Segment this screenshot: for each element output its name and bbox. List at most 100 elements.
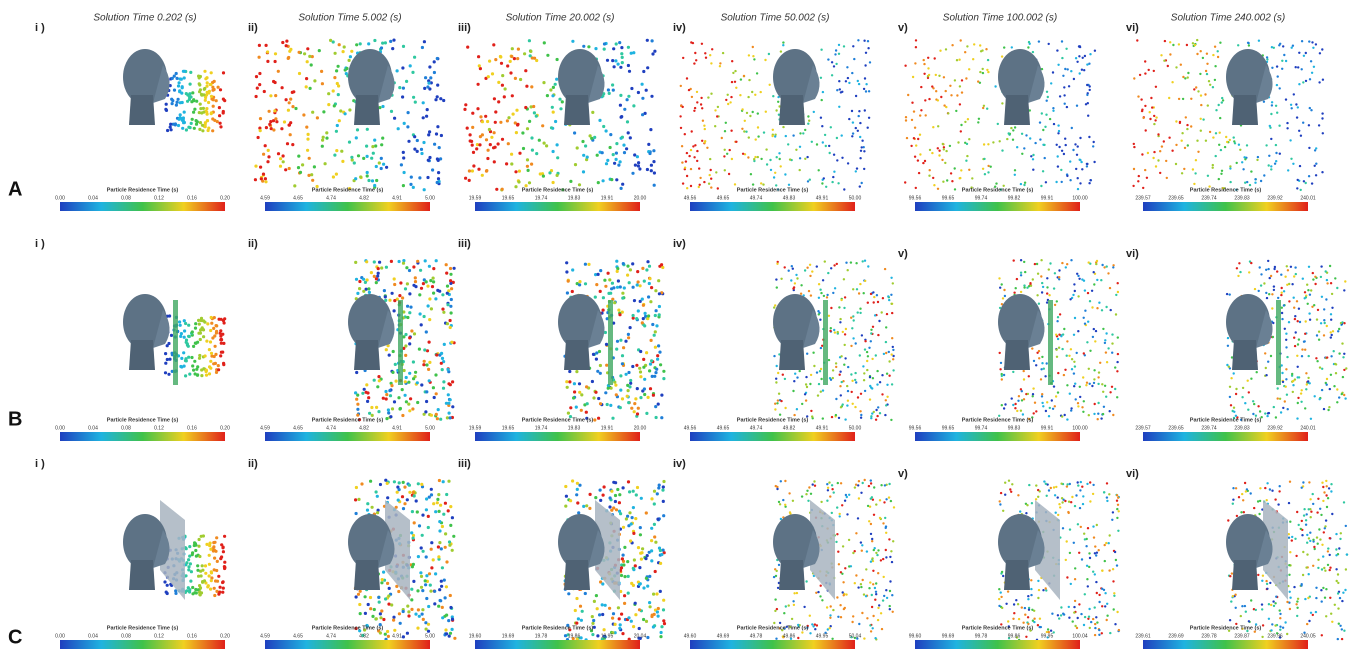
particle <box>197 545 200 548</box>
particle <box>198 593 201 596</box>
particle <box>878 604 880 606</box>
particle <box>635 317 638 320</box>
particle <box>861 550 863 552</box>
particle <box>979 44 981 46</box>
particle <box>1302 81 1304 83</box>
particle <box>940 96 942 98</box>
particle <box>419 312 422 315</box>
particle <box>187 568 190 571</box>
panel: i )Particle Residence Time (s)0.000.040.… <box>35 22 230 211</box>
particle <box>558 98 561 101</box>
particle <box>1091 290 1093 292</box>
particle <box>429 590 432 593</box>
particle <box>449 606 452 609</box>
particle <box>356 128 359 131</box>
particle <box>772 95 774 97</box>
particle <box>626 274 629 277</box>
figure: Solution Time 0.202 (s)Solution Time 5.0… <box>0 0 1364 663</box>
particle <box>799 370 801 372</box>
particle <box>646 168 649 171</box>
particle <box>1277 75 1279 77</box>
panel: ii)Particle Residence Time (s)4.594.654.… <box>248 458 457 649</box>
particle <box>1076 105 1078 107</box>
particle <box>214 353 217 356</box>
particle <box>527 169 530 172</box>
particle <box>478 64 481 67</box>
particle <box>1029 282 1031 284</box>
particle <box>885 532 887 534</box>
particle <box>404 344 407 347</box>
particle <box>306 149 309 152</box>
particle <box>1238 144 1240 146</box>
particle <box>830 267 832 269</box>
particle <box>217 593 220 596</box>
particle <box>811 270 813 272</box>
particle <box>213 541 216 544</box>
particle <box>1079 386 1081 388</box>
particle <box>446 322 449 325</box>
particle <box>1280 411 1282 413</box>
particle <box>1310 289 1312 291</box>
particle <box>827 489 829 491</box>
particle <box>847 162 849 164</box>
particle <box>945 48 947 50</box>
particle <box>423 188 426 191</box>
particle <box>612 89 615 92</box>
particle <box>1109 632 1111 634</box>
particle <box>949 85 951 87</box>
neck <box>1004 95 1030 125</box>
particle <box>611 417 614 420</box>
particle <box>430 566 433 569</box>
particle <box>1032 387 1034 389</box>
particle <box>603 42 606 45</box>
particle <box>592 396 595 399</box>
particle <box>444 596 447 599</box>
particle <box>530 136 533 139</box>
particle <box>888 496 890 498</box>
colorbar-title: Particle Residence Time (s) <box>737 187 809 193</box>
particle <box>1149 118 1151 120</box>
particle <box>1285 386 1287 388</box>
particle <box>356 403 359 406</box>
particle <box>428 572 431 575</box>
particle <box>1298 308 1300 310</box>
particle <box>386 496 389 499</box>
particle <box>1042 405 1044 407</box>
particle <box>871 606 873 608</box>
particle <box>649 605 652 608</box>
particle <box>1070 407 1072 409</box>
particle <box>510 55 513 58</box>
particle <box>426 285 429 288</box>
particle <box>1297 402 1299 404</box>
particle <box>695 59 697 61</box>
particle <box>451 405 454 408</box>
particle <box>864 479 866 481</box>
particle <box>621 557 624 560</box>
particle <box>811 415 813 417</box>
particle <box>1043 144 1045 146</box>
particle <box>211 86 214 89</box>
particle <box>1096 592 1098 594</box>
particle <box>843 594 845 596</box>
particle <box>1195 159 1197 161</box>
particle <box>1246 144 1248 146</box>
particle <box>174 123 177 126</box>
particle <box>731 158 733 160</box>
particle <box>1102 391 1104 393</box>
particle <box>1298 83 1300 85</box>
particle <box>429 76 432 79</box>
particle <box>1117 353 1119 355</box>
row-label: C <box>8 626 22 648</box>
panel: iii)Particle Residence Time (s)19.5919.6… <box>458 22 657 211</box>
particle <box>819 595 821 597</box>
particle <box>654 405 657 408</box>
particle <box>882 297 884 299</box>
particle <box>1077 177 1079 179</box>
particle <box>932 177 934 179</box>
particle <box>501 84 504 87</box>
particle <box>206 81 209 84</box>
particle <box>320 70 323 73</box>
particle <box>1154 119 1156 121</box>
particle <box>619 160 622 163</box>
particle <box>422 116 425 119</box>
